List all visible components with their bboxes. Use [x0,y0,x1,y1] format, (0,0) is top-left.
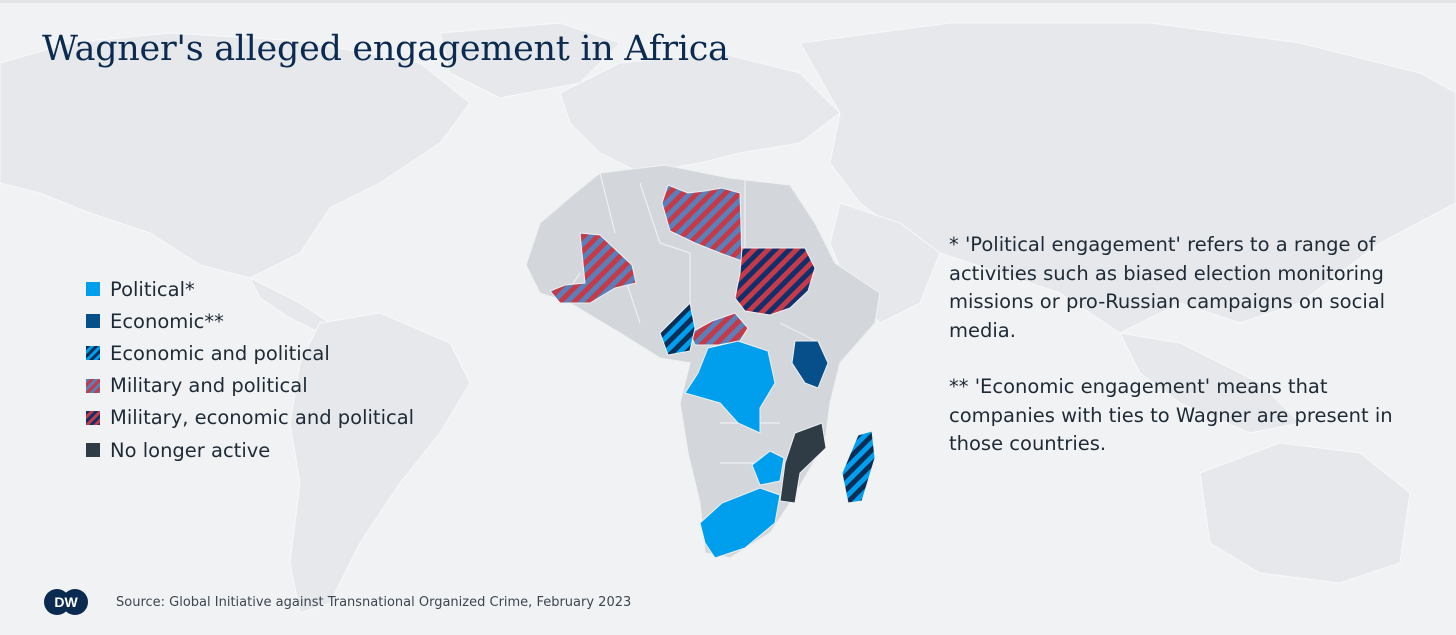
note-economic: ** 'Economic engagement' means that comp… [949,375,1393,455]
military-economic-political-swatch [86,410,100,425]
mali [549,232,637,304]
legend-label: Military and political [110,374,308,398]
asia [799,22,1456,334]
australia [1199,442,1411,584]
note-political: * 'Political engagement' refers to a ran… [949,233,1386,342]
dw-logo-icon: DW [44,589,88,615]
zimbabwe [751,450,785,486]
source-note: Source: Global Initiative against Transn… [116,594,632,610]
sudan [734,247,816,316]
south-america [289,312,471,614]
mozambique [779,422,827,504]
africa-map [525,164,881,559]
southeast-asia [1119,332,1302,434]
dw-logo-text: DW [54,594,78,610]
political-swatch [86,282,100,297]
inactive-swatch [86,443,100,458]
legend-item-economic: Economic** [86,305,414,337]
legend: Political* Economic** Economic and polit… [86,273,414,466]
cameroon [659,301,696,356]
north-america [0,32,471,279]
economic-swatch [86,314,100,329]
legend-item-no-longer-active: No longer active [86,434,414,466]
legend-label: Military, economic and political [110,406,415,430]
south-africa [699,487,781,559]
footer: DW Source: Global Initiative against Tra… [42,587,631,617]
legend-item-military-economic-and-political: Military, economic and political [86,402,414,434]
military-political-swatch [86,378,100,393]
legend-label: Economic and political [110,341,330,365]
legend-label: Economic** [110,309,224,333]
legend-item-military-and-political: Military and political [86,370,414,402]
legend-label: No longer active [110,438,271,462]
legend-item-economic-and-political: Economic and political [86,337,414,369]
legend-item-political: Political* [86,273,414,305]
economic-political-swatch [86,346,100,361]
democratic-republic-of-the-congo [684,340,776,434]
kenya [791,340,829,389]
footnotes: * 'Political engagement' refers to a ran… [949,231,1419,487]
central-african-republic [689,312,749,346]
chart-title: Wagner's alleged engagement in Africa [42,29,729,69]
madagascar [841,430,876,504]
legend-label: Political* [110,277,195,301]
world-map [0,22,1456,614]
europe [559,52,841,174]
